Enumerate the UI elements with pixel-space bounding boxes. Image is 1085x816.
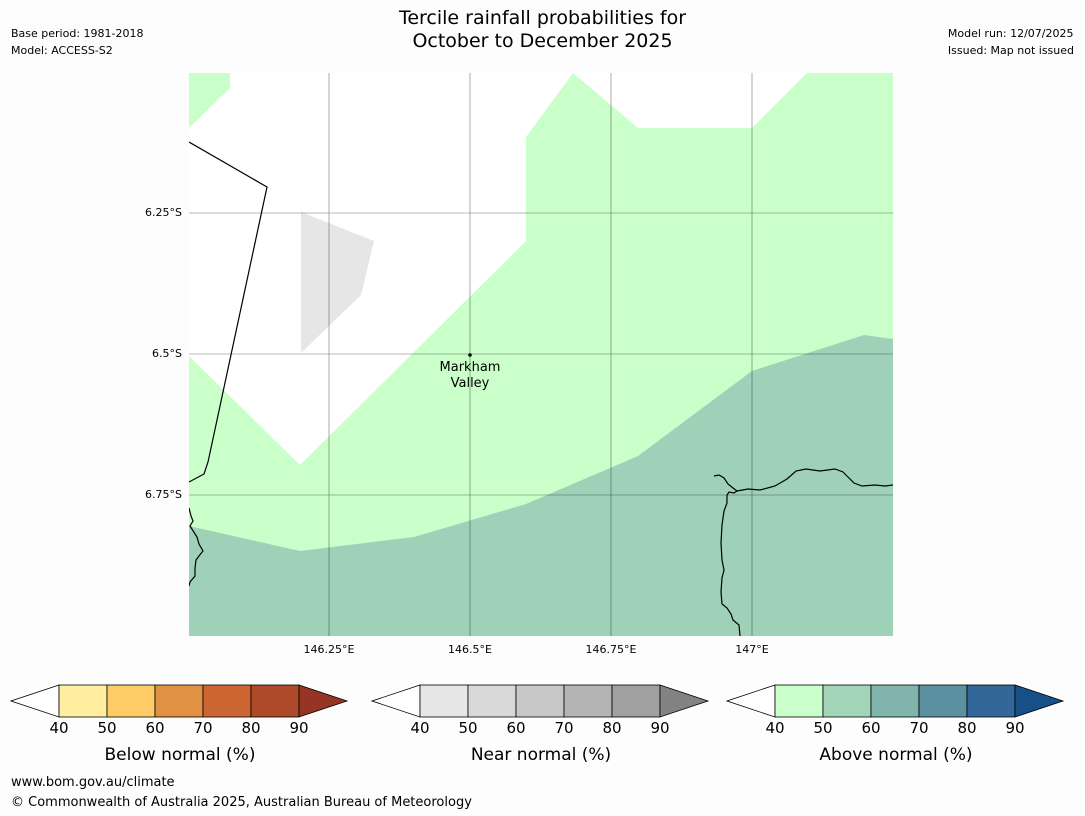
colorbar-tick-label: 80 <box>957 719 977 737</box>
colorbar-tick-label: 40 <box>410 719 430 737</box>
lon-label-146-5: 146.5°E <box>448 643 492 656</box>
footer-url: www.bom.gov.au/climate <box>11 775 175 790</box>
place-label: Markham Valley <box>420 360 520 392</box>
above-normal-50-60-region <box>189 335 893 636</box>
colorbar-near-normal-label: Near normal (%) <box>470 745 612 765</box>
colorbar-extension-high <box>298 684 349 718</box>
footer-copyright: © Commonwealth of Australia 2025, Austra… <box>11 795 472 810</box>
colorbar-tick-label: 80 <box>241 719 261 737</box>
colorbar-near-normal: Near normal (%) 40 50 60 70 80 90 <box>370 684 711 765</box>
colorbar-segment <box>419 684 469 718</box>
colorbar-segment <box>58 684 108 718</box>
issued-text: Issued: Map not issued <box>947 44 1074 57</box>
coastline-east <box>713 474 741 636</box>
colorbar-above-normal-graphic <box>725 684 1065 718</box>
title-line-2: October to December 2025 <box>412 30 673 52</box>
coastline-east-shore <box>736 468 893 492</box>
colorbar-above-normal-label: Above normal (%) <box>819 745 973 765</box>
lat-label-6-5: 6.5°S <box>152 347 182 360</box>
metadata-left: Base period: 1981-2018 Model: ACCESS-S2 <box>11 25 143 59</box>
colorbar-segment <box>822 684 872 718</box>
colorbar-segment <box>106 684 156 718</box>
colorbar-segment <box>611 684 661 718</box>
map-area <box>189 73 893 636</box>
colorbar-segment <box>870 684 920 718</box>
colorbar-segment <box>563 684 613 718</box>
colorbar-tick-label: 70 <box>193 719 213 737</box>
colorbar-segment <box>515 684 565 718</box>
coastline-west <box>189 141 268 483</box>
place-name-line-1: Markham <box>439 360 501 375</box>
colorbar-segment <box>154 684 204 718</box>
colorbar-tick-label: 60 <box>145 719 165 737</box>
colorbar-tick-label: 60 <box>861 719 881 737</box>
colorbar-below-normal: Below normal (%) 40 50 60 70 80 90 <box>9 684 350 765</box>
colorbar-near-normal-graphic <box>370 684 710 718</box>
colorbar-tick-label: 50 <box>813 719 833 737</box>
place-name-line-2: Valley <box>450 376 490 391</box>
markham-valley-marker <box>468 353 472 357</box>
colorbar-above-normal: Above normal (%) 40 50 60 70 80 90 <box>725 684 1066 765</box>
coastline-southwest <box>189 507 204 587</box>
colorbar-segment <box>966 684 1016 718</box>
metadata-right: Model run: 12/07/2025 Issued: Map not is… <box>948 25 1074 59</box>
colorbar-tick-label: 40 <box>765 719 785 737</box>
colorbar-tick-label: 90 <box>650 719 670 737</box>
colorbar-below-normal-label: Below normal (%) <box>104 745 256 765</box>
colorbar-tick-label: 60 <box>506 719 526 737</box>
lat-label-6-75: 6.75°S <box>145 488 182 501</box>
colorbar-tick-label: 70 <box>909 719 929 737</box>
colorbar-segment <box>918 684 968 718</box>
model-run-text: Model run: 12/07/2025 <box>947 27 1074 40</box>
near-normal-40-50-region <box>301 212 374 353</box>
no-signal-region <box>573 73 807 128</box>
colorbar-tick-label: 50 <box>97 719 117 737</box>
colorbar-extension-low <box>725 684 776 718</box>
lat-label-6-25: 6.25°S <box>145 206 182 219</box>
colorbar-tick-label: 80 <box>602 719 622 737</box>
colorbar-segment <box>202 684 252 718</box>
colorbar-tick-label: 70 <box>554 719 574 737</box>
colorbar-tick-label: 90 <box>1005 719 1025 737</box>
title-line-1: Tercile rainfall probabilities for <box>398 7 687 29</box>
colorbar-extension-low <box>370 684 421 718</box>
colorbar-segment <box>774 684 824 718</box>
map-title: Tercile rainfall probabilities for Octob… <box>0 7 1085 53</box>
base-period-text: Base period: 1981-2018 <box>11 27 144 40</box>
model-text: Model: ACCESS-S2 <box>11 44 113 57</box>
above-normal-40-50-corner <box>189 73 230 128</box>
colorbar-below-normal-graphic <box>9 684 349 718</box>
lon-label-146-25: 146.25°E <box>303 643 355 656</box>
colorbar-extension-low <box>9 684 60 718</box>
colorbar-extension-high <box>1014 684 1065 718</box>
colorbar-segment <box>467 684 517 718</box>
colorbar-tick-label: 50 <box>458 719 478 737</box>
colorbar-tick-label: 40 <box>49 719 69 737</box>
colorbar-segment <box>250 684 300 718</box>
graticule <box>189 73 893 636</box>
lon-label-146-75: 146.75°E <box>585 643 637 656</box>
colorbar-extension-high <box>659 684 710 718</box>
lon-label-147: 147°E <box>735 643 769 656</box>
colorbar-tick-label: 90 <box>289 719 309 737</box>
